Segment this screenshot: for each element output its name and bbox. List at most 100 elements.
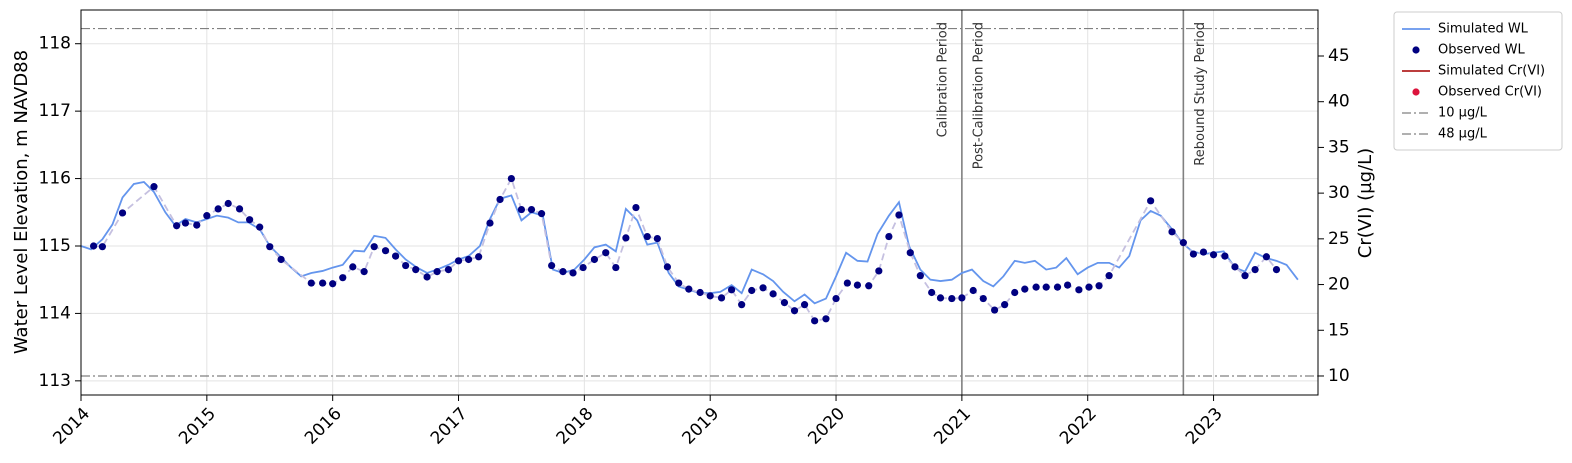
point bbox=[319, 279, 327, 287]
point bbox=[853, 281, 862, 289]
point bbox=[559, 268, 567, 276]
y-tick-label: 114 bbox=[39, 303, 71, 323]
point bbox=[738, 301, 746, 309]
point bbox=[590, 255, 599, 264]
point bbox=[150, 183, 158, 191]
point bbox=[780, 299, 789, 307]
point bbox=[370, 243, 378, 251]
point bbox=[1251, 265, 1259, 274]
point bbox=[266, 243, 274, 251]
legend-swatch bbox=[1412, 88, 1420, 96]
point bbox=[548, 261, 556, 270]
point bbox=[235, 205, 244, 213]
point bbox=[527, 205, 536, 214]
point bbox=[1063, 281, 1072, 289]
x-tick-label: 2019 bbox=[679, 404, 724, 449]
point bbox=[906, 249, 914, 257]
point bbox=[1021, 285, 1029, 293]
y-tick-label: 117 bbox=[39, 101, 71, 121]
point bbox=[256, 223, 264, 231]
point bbox=[1147, 197, 1155, 205]
point bbox=[1085, 283, 1093, 291]
x-tick-label: 2016 bbox=[301, 404, 346, 449]
y2-tick-label: 35 bbox=[1328, 137, 1350, 157]
point bbox=[602, 249, 610, 257]
point bbox=[1262, 253, 1271, 261]
point bbox=[307, 279, 315, 287]
point bbox=[537, 210, 546, 218]
period-label: Calibration Period bbox=[935, 22, 950, 137]
legend-label: Simulated WL bbox=[1438, 22, 1529, 37]
point bbox=[360, 268, 368, 276]
point bbox=[769, 290, 777, 298]
y2-tick-label: 30 bbox=[1328, 183, 1350, 203]
point bbox=[181, 219, 190, 227]
point bbox=[224, 199, 232, 208]
point bbox=[1272, 265, 1281, 274]
point bbox=[1053, 283, 1062, 291]
y2-tick-label: 15 bbox=[1328, 320, 1350, 340]
x-tick-label: 2021 bbox=[930, 404, 975, 449]
point bbox=[1011, 288, 1019, 297]
y-tick-label: 115 bbox=[39, 236, 71, 256]
point bbox=[486, 219, 494, 227]
point bbox=[402, 261, 410, 270]
legend-label: 10 µg/L bbox=[1438, 106, 1488, 121]
y2-tick-label: 45 bbox=[1328, 46, 1350, 66]
point bbox=[423, 273, 431, 281]
point bbox=[790, 307, 799, 315]
point bbox=[1105, 272, 1113, 280]
point bbox=[1168, 228, 1176, 236]
point bbox=[990, 306, 999, 314]
point bbox=[675, 279, 683, 287]
point bbox=[948, 294, 956, 303]
point bbox=[118, 209, 127, 217]
legend-box bbox=[1393, 11, 1563, 151]
point bbox=[885, 232, 893, 241]
period-label: Post-Calibration Period bbox=[971, 22, 986, 169]
point bbox=[475, 253, 483, 261]
point bbox=[1075, 286, 1083, 294]
x-tick-label: 2018 bbox=[553, 404, 598, 449]
x-tick-label: 2017 bbox=[427, 404, 472, 449]
point bbox=[748, 286, 756, 295]
point bbox=[214, 205, 222, 213]
point bbox=[979, 294, 987, 303]
point bbox=[89, 242, 98, 250]
point bbox=[875, 267, 883, 275]
point bbox=[391, 252, 400, 260]
point bbox=[727, 286, 736, 294]
point bbox=[1042, 283, 1050, 291]
line bbox=[80, 180, 1299, 305]
y-tick-label: 116 bbox=[39, 169, 71, 189]
point bbox=[843, 279, 851, 287]
point bbox=[579, 263, 587, 272]
period-label: Rebound Study Period bbox=[1193, 22, 1208, 166]
y2-tick-label: 40 bbox=[1328, 92, 1350, 112]
y-tick-label: 118 bbox=[39, 34, 71, 54]
point bbox=[696, 288, 704, 297]
y2-axis-label: Cr(VI) (µg/L) bbox=[1355, 148, 1376, 258]
point bbox=[685, 285, 693, 293]
point bbox=[1221, 252, 1229, 260]
legend-label: Simulated Cr(VI) bbox=[1438, 64, 1545, 79]
point bbox=[865, 282, 873, 290]
point bbox=[1179, 239, 1187, 247]
legend-label: Observed WL bbox=[1438, 43, 1526, 58]
point bbox=[717, 294, 726, 302]
point bbox=[1189, 250, 1198, 258]
point bbox=[277, 255, 285, 264]
point bbox=[916, 272, 924, 280]
point bbox=[329, 280, 337, 288]
point bbox=[1241, 272, 1249, 280]
point bbox=[1209, 251, 1218, 259]
point bbox=[612, 263, 620, 272]
y-tick-label: 113 bbox=[39, 371, 71, 391]
point bbox=[1095, 282, 1103, 290]
point bbox=[203, 212, 211, 220]
point bbox=[381, 247, 390, 255]
y-axis-label: Water Level Elevation, m NAVD88 bbox=[11, 50, 32, 354]
x-tick-label: 2014 bbox=[49, 404, 94, 449]
point bbox=[569, 269, 577, 277]
